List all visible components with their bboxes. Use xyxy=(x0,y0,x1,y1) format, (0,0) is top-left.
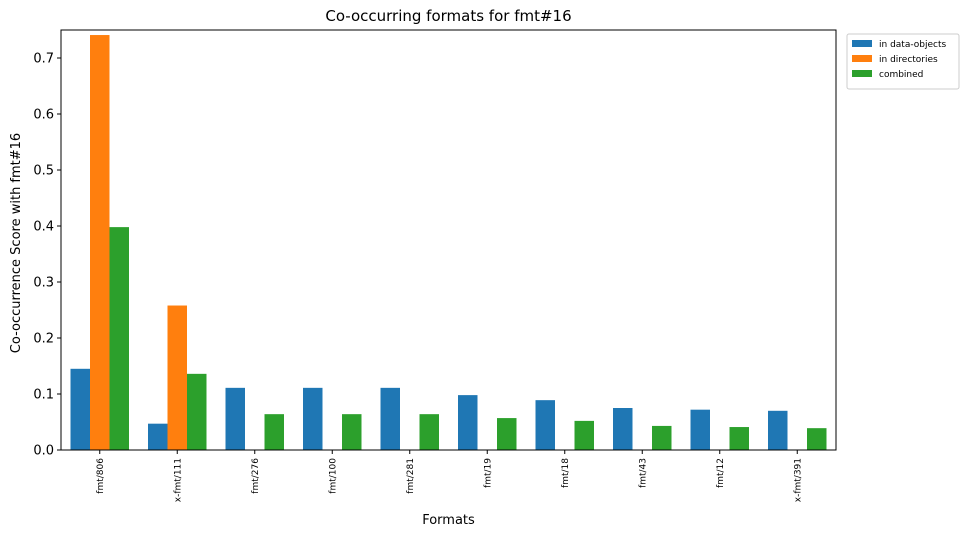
bar-fmt-276-series-3 xyxy=(264,414,284,450)
legend-swatch xyxy=(852,40,872,47)
bar-x-fmt-391-series-1 xyxy=(768,410,788,450)
bars-group xyxy=(70,35,827,450)
bar-fmt-806-series-2 xyxy=(90,35,110,450)
y-axis-ticks: 0.0 0.1 0.2 0.3 0.4 0.5 0.6 0.7 xyxy=(33,52,61,459)
y-tick-label: 0.4 xyxy=(33,220,54,235)
bar-fmt-276-series-1 xyxy=(225,387,245,450)
bar-fmt-18-series-1 xyxy=(535,400,555,450)
bar-x-fmt-391-series-3 xyxy=(807,428,827,450)
bar-x-fmt-111-series-3 xyxy=(187,373,207,450)
bar-fmt-806-series-1 xyxy=(70,368,90,450)
bar-fmt-19-series-1 xyxy=(458,395,478,450)
x-tick-label: fmt/806 xyxy=(96,458,106,494)
plot-frame xyxy=(60,29,837,451)
y-tick-label: 0.2 xyxy=(33,332,54,347)
legend: in data-objects in directories combined xyxy=(846,33,960,90)
x-tick-label: fmt/18 xyxy=(561,458,571,488)
x-tick-label: x-fmt/391 xyxy=(793,458,803,502)
x-axis-label: Formats xyxy=(422,513,475,528)
x-tick-label: fmt/12 xyxy=(716,458,726,488)
bar-fmt-18-series-3 xyxy=(574,420,594,450)
bar-fmt-12-series-3 xyxy=(729,427,749,450)
x-tick-label: fmt/43 xyxy=(638,458,648,488)
bar-fmt-100-series-1 xyxy=(303,387,323,450)
y-tick-label: 0.7 xyxy=(33,52,54,67)
y-tick-label: 0.5 xyxy=(33,164,54,179)
bar-fmt-100-series-3 xyxy=(342,414,362,450)
bar-x-fmt-111-series-2 xyxy=(167,305,187,450)
legend-label: combined xyxy=(879,70,923,80)
y-tick-label: 0.6 xyxy=(33,108,54,123)
legend-swatch xyxy=(852,55,872,62)
bar-fmt-12-series-1 xyxy=(690,409,710,450)
x-tick-label: fmt/100 xyxy=(328,458,338,494)
chart-title: Co-occurring formats for fmt#16 xyxy=(325,7,571,25)
bar-fmt-19-series-3 xyxy=(497,418,517,450)
y-tick-label: 0.1 xyxy=(33,388,54,403)
x-tick-label: fmt/19 xyxy=(483,458,493,488)
x-tick-label: x-fmt/111 xyxy=(173,458,183,502)
bar-fmt-43-series-3 xyxy=(652,425,672,450)
legend-box xyxy=(846,33,960,90)
x-tick-label: fmt/276 xyxy=(251,458,261,494)
x-tick-label: fmt/281 xyxy=(406,458,416,494)
legend-label: in directories xyxy=(879,55,938,65)
legend-label: in data-objects xyxy=(879,40,946,50)
bar-fmt-281-series-3 xyxy=(419,414,439,450)
bar-fmt-43-series-1 xyxy=(613,408,633,450)
x-axis-ticks: fmt/806 x-fmt/111 fmt/276 fmt/100 fmt/281 fmt… xyxy=(96,450,803,502)
y-axis-label: Co-occurrence Score with fmt#16 xyxy=(9,133,24,353)
legend-swatch xyxy=(852,70,872,77)
y-tick-label: 0.3 xyxy=(33,276,54,291)
bar-fmt-281-series-1 xyxy=(380,387,400,450)
y-tick-label: 0.0 xyxy=(33,444,54,459)
bar-x-fmt-111-series-1 xyxy=(148,423,168,450)
bar-fmt-806-series-3 xyxy=(109,227,129,450)
